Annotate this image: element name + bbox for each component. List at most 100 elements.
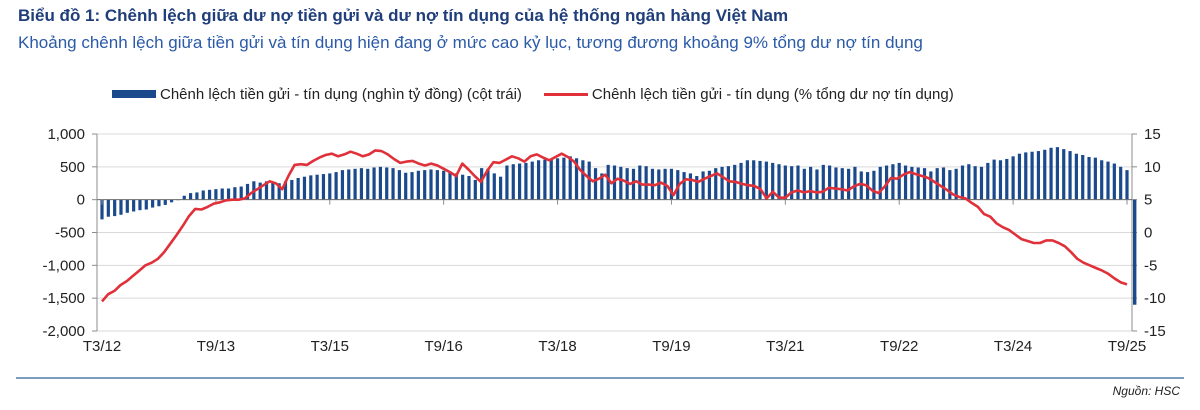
bar <box>549 158 553 200</box>
bar <box>290 179 294 200</box>
bar <box>682 172 686 200</box>
x-tick-label: T3/15 <box>311 338 349 355</box>
bar <box>517 163 522 200</box>
bar <box>581 160 585 200</box>
bar <box>340 170 345 200</box>
bar <box>1112 163 1116 200</box>
bar <box>467 176 471 200</box>
bar <box>245 183 250 200</box>
bar <box>524 162 528 200</box>
line-swatch-icon <box>543 92 588 96</box>
bar <box>195 192 199 200</box>
bar <box>226 188 231 200</box>
bar <box>853 166 857 200</box>
bar <box>739 162 743 200</box>
bar <box>429 169 433 200</box>
y-right-tick-label: -5 <box>1144 257 1157 274</box>
bar <box>214 189 218 200</box>
bar <box>1043 149 1047 200</box>
bar <box>258 182 262 200</box>
bar <box>555 158 560 200</box>
bar <box>328 173 332 200</box>
y-right-tick-label: -10 <box>1144 290 1166 307</box>
y-left-tick-label: 0 <box>77 192 85 209</box>
bar <box>404 172 408 200</box>
bar <box>967 164 971 200</box>
bar <box>688 173 693 200</box>
bar <box>397 170 401 200</box>
x-tick-label: T3/12 <box>83 338 121 355</box>
bar <box>745 160 749 200</box>
x-tick-label: T9/22 <box>880 338 918 355</box>
bar <box>562 157 566 200</box>
bar <box>511 164 515 200</box>
bar <box>277 183 281 200</box>
bar <box>264 181 269 200</box>
bar <box>239 186 243 200</box>
bar <box>372 167 376 200</box>
y-right-tick-label: -15 <box>1144 323 1166 340</box>
bar <box>644 166 648 200</box>
bar <box>1100 160 1104 200</box>
bar <box>106 199 110 217</box>
bar <box>1049 147 1053 200</box>
bar <box>758 160 762 200</box>
bar <box>790 166 794 200</box>
x-tick-label: T9/19 <box>652 338 690 355</box>
legend-item-line: Chênh lệch tiền gửi - tín dụng (% tổng d… <box>543 85 954 103</box>
bar <box>847 168 851 200</box>
bar <box>113 199 117 217</box>
bar <box>574 158 579 200</box>
x-tick-label: T3/24 <box>994 338 1032 355</box>
bar <box>119 199 123 215</box>
bar <box>499 176 503 200</box>
bar <box>922 168 927 200</box>
bar <box>897 162 901 200</box>
bar <box>132 199 136 212</box>
bar <box>828 165 832 200</box>
y-left-tick-label: -500 <box>55 225 85 242</box>
bar <box>410 172 414 200</box>
bar <box>1081 155 1085 200</box>
y-right-tick-label: 10 <box>1144 159 1161 176</box>
bar <box>1030 151 1034 200</box>
bar <box>454 173 458 200</box>
bar <box>973 166 977 200</box>
y-right-tick-label: 0 <box>1144 225 1152 242</box>
bar <box>840 168 844 200</box>
bar <box>366 168 370 200</box>
bar <box>100 199 104 220</box>
bar <box>353 168 357 200</box>
bar <box>391 168 395 200</box>
bar <box>802 168 806 200</box>
bar <box>416 170 420 200</box>
bar <box>954 168 958 200</box>
bar <box>998 160 1003 200</box>
bar <box>283 181 288 200</box>
bar <box>473 179 477 200</box>
bar <box>163 199 167 205</box>
chart-legend: Chênh lệch tiền gửi - tín dụng (nghìn tỷ… <box>112 84 976 104</box>
bar <box>144 199 148 210</box>
bar <box>233 187 237 200</box>
bar <box>321 174 326 200</box>
bar <box>1062 149 1066 200</box>
bar <box>486 168 490 200</box>
y-left-tick-label: -2,000 <box>42 323 85 340</box>
y-right-tick-label: 5 <box>1144 192 1152 209</box>
bar <box>1074 153 1078 200</box>
bar <box>188 193 193 200</box>
bar <box>625 168 629 200</box>
bar <box>771 162 775 200</box>
bar <box>891 164 895 200</box>
bar <box>809 166 813 200</box>
bar <box>701 171 705 200</box>
bar <box>600 173 604 200</box>
legend-line-label: Chênh lệch tiền gửi - tín dụng (% tổng d… <box>591 85 954 103</box>
x-tick-label: T3/18 <box>538 338 576 355</box>
bar <box>347 169 351 200</box>
x-tick-label: T9/25 <box>1108 338 1146 355</box>
bar <box>271 181 275 200</box>
bar <box>1087 156 1091 200</box>
